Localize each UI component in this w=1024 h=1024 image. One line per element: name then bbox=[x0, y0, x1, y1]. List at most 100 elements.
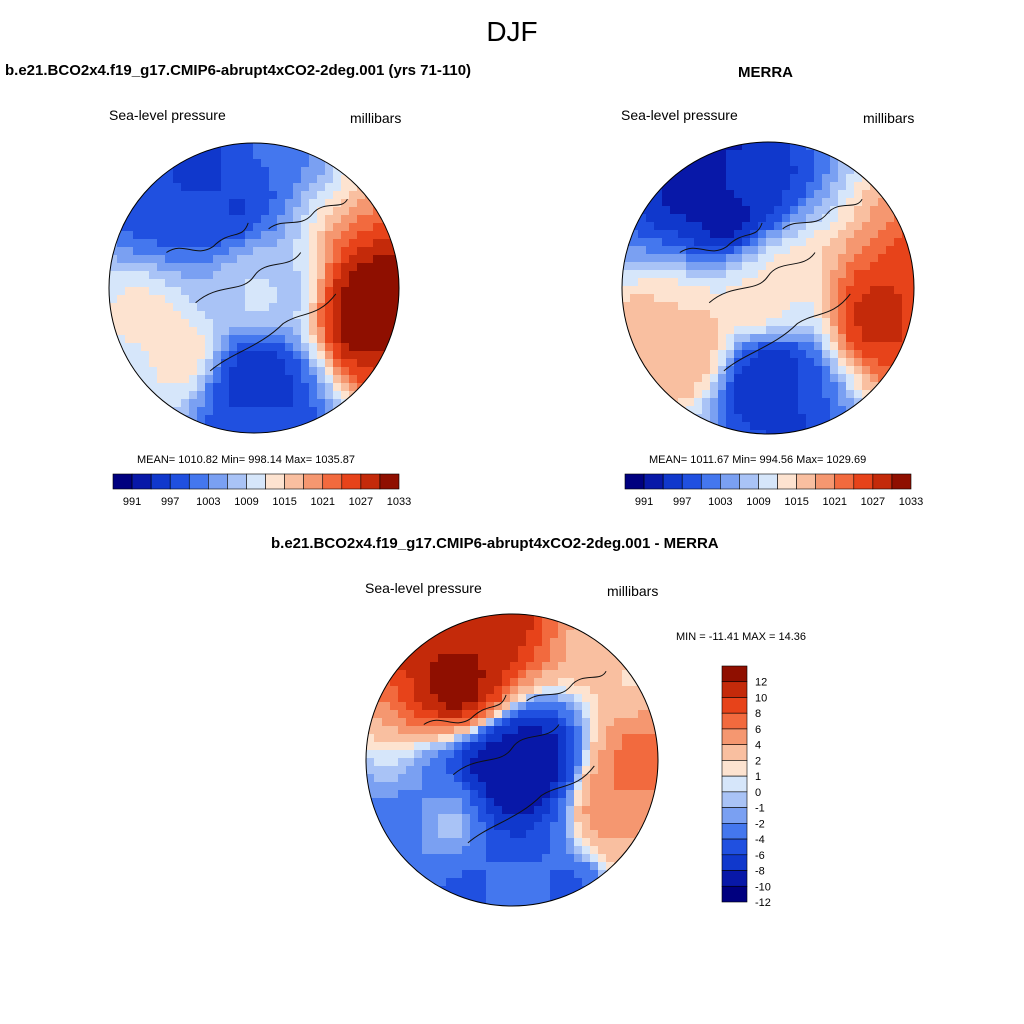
model-field-cell bbox=[357, 255, 366, 264]
merra-field-cell bbox=[646, 422, 655, 431]
diff-field-cell bbox=[558, 798, 567, 807]
diff-field-cell bbox=[494, 726, 503, 735]
diff-colorbar-swatch bbox=[721, 760, 748, 777]
merra-field-cell bbox=[774, 406, 783, 415]
merra-field-cell bbox=[854, 270, 863, 279]
merra-field-cell bbox=[822, 278, 831, 287]
merra-field-cell bbox=[790, 206, 799, 215]
merra-field-cell bbox=[782, 262, 791, 271]
diff-field-cell bbox=[454, 862, 463, 871]
model-field-cell bbox=[293, 279, 302, 288]
merra-field-cell bbox=[726, 342, 735, 351]
merra-field-cell bbox=[838, 430, 847, 434]
diff-field-cell bbox=[382, 798, 391, 807]
model-field-cell bbox=[125, 431, 134, 433]
model-field-cell bbox=[277, 391, 286, 400]
merra-field-cell bbox=[830, 390, 839, 399]
diff-field-cell bbox=[438, 766, 447, 775]
merra-field-cell bbox=[814, 166, 823, 175]
diff-field-cell bbox=[638, 662, 647, 671]
model-field-cell bbox=[213, 247, 222, 256]
merra-field-cell bbox=[726, 182, 735, 191]
model-field-cell bbox=[245, 263, 254, 272]
diff-field-cell bbox=[630, 894, 639, 903]
model-field-cell bbox=[197, 391, 206, 400]
model-field-cell bbox=[117, 287, 126, 296]
model-field-cell bbox=[189, 191, 198, 200]
merra-field-cell bbox=[846, 374, 855, 383]
diff-field-cell bbox=[646, 750, 655, 759]
diff-field-cell bbox=[622, 766, 631, 775]
merra-field-cell bbox=[702, 230, 711, 239]
diff-field-cell bbox=[630, 622, 639, 631]
model-field-cell bbox=[309, 319, 318, 328]
diff-field-cell bbox=[462, 782, 471, 791]
model-field-cell bbox=[309, 255, 318, 264]
merra-field-cell bbox=[878, 222, 887, 231]
model-field-cell bbox=[157, 191, 166, 200]
diff-field-cell bbox=[454, 854, 463, 863]
model-field-cell bbox=[181, 359, 190, 368]
diff-field-cell bbox=[526, 902, 535, 906]
diff-field-cell bbox=[462, 846, 471, 855]
merra-field-cell bbox=[854, 390, 863, 399]
model-field-cell bbox=[349, 183, 358, 192]
merra-field-cell bbox=[726, 430, 735, 434]
diff-field-cell bbox=[566, 862, 575, 871]
merra-field-cell bbox=[838, 366, 847, 375]
model-field-cell bbox=[181, 431, 190, 433]
diff-field-cell bbox=[494, 686, 503, 695]
merra-field-cell bbox=[622, 158, 631, 167]
diff-field-cell bbox=[502, 822, 511, 831]
model-field-cell bbox=[261, 215, 270, 224]
merra-field-cell bbox=[814, 366, 823, 375]
diff-field-cell bbox=[422, 662, 431, 671]
merra-field-cell bbox=[838, 230, 847, 239]
diff-field-cell bbox=[598, 734, 607, 743]
diff-field-cell bbox=[382, 718, 391, 727]
diff-field-cell bbox=[382, 654, 391, 663]
model-field-cell bbox=[341, 367, 350, 376]
merra-field-cell bbox=[814, 382, 823, 391]
model-field-cell bbox=[181, 175, 190, 184]
model-field-cell bbox=[165, 207, 174, 216]
diff-field-cell bbox=[398, 886, 407, 895]
diff-field-cell bbox=[582, 838, 591, 847]
model-field-cell bbox=[221, 335, 230, 344]
merra-field-cell bbox=[790, 254, 799, 263]
diff-field-cell bbox=[366, 862, 375, 871]
model-field-cell bbox=[349, 263, 358, 272]
diff-field-cell bbox=[582, 806, 591, 815]
model-field-cell bbox=[397, 287, 399, 296]
diff-field-cell bbox=[566, 814, 575, 823]
diff-field-cell bbox=[422, 646, 431, 655]
merra-field-cell bbox=[806, 286, 815, 295]
model-field-cell bbox=[173, 359, 182, 368]
merra-field-cell bbox=[846, 422, 855, 431]
model-field-cell bbox=[317, 207, 326, 216]
merra-field-cell bbox=[654, 254, 663, 263]
diff-field-cell bbox=[654, 742, 658, 751]
model-field-cell bbox=[125, 231, 134, 240]
model-field-cell bbox=[181, 215, 190, 224]
merra-field-cell bbox=[734, 398, 743, 407]
diff-field-cell bbox=[550, 886, 559, 895]
merra-field-cell bbox=[646, 358, 655, 367]
diff-field-cell bbox=[534, 646, 543, 655]
merra-field-cell bbox=[894, 190, 903, 199]
diff-field-cell bbox=[414, 758, 423, 767]
model-field-cell bbox=[397, 143, 399, 152]
model-field-cell bbox=[253, 375, 262, 384]
diff-field-cell bbox=[614, 710, 623, 719]
model-field-cell bbox=[197, 375, 206, 384]
diff-field-cell bbox=[382, 902, 391, 906]
merra-field-cell bbox=[806, 310, 815, 319]
merra-field-cell bbox=[814, 222, 823, 231]
model-field-cell bbox=[317, 431, 326, 433]
model-field-cell bbox=[349, 327, 358, 336]
merra-field-cell bbox=[646, 406, 655, 415]
diff-field-cell bbox=[422, 678, 431, 687]
merra-field-cell bbox=[750, 190, 759, 199]
model-field-cell bbox=[229, 295, 238, 304]
